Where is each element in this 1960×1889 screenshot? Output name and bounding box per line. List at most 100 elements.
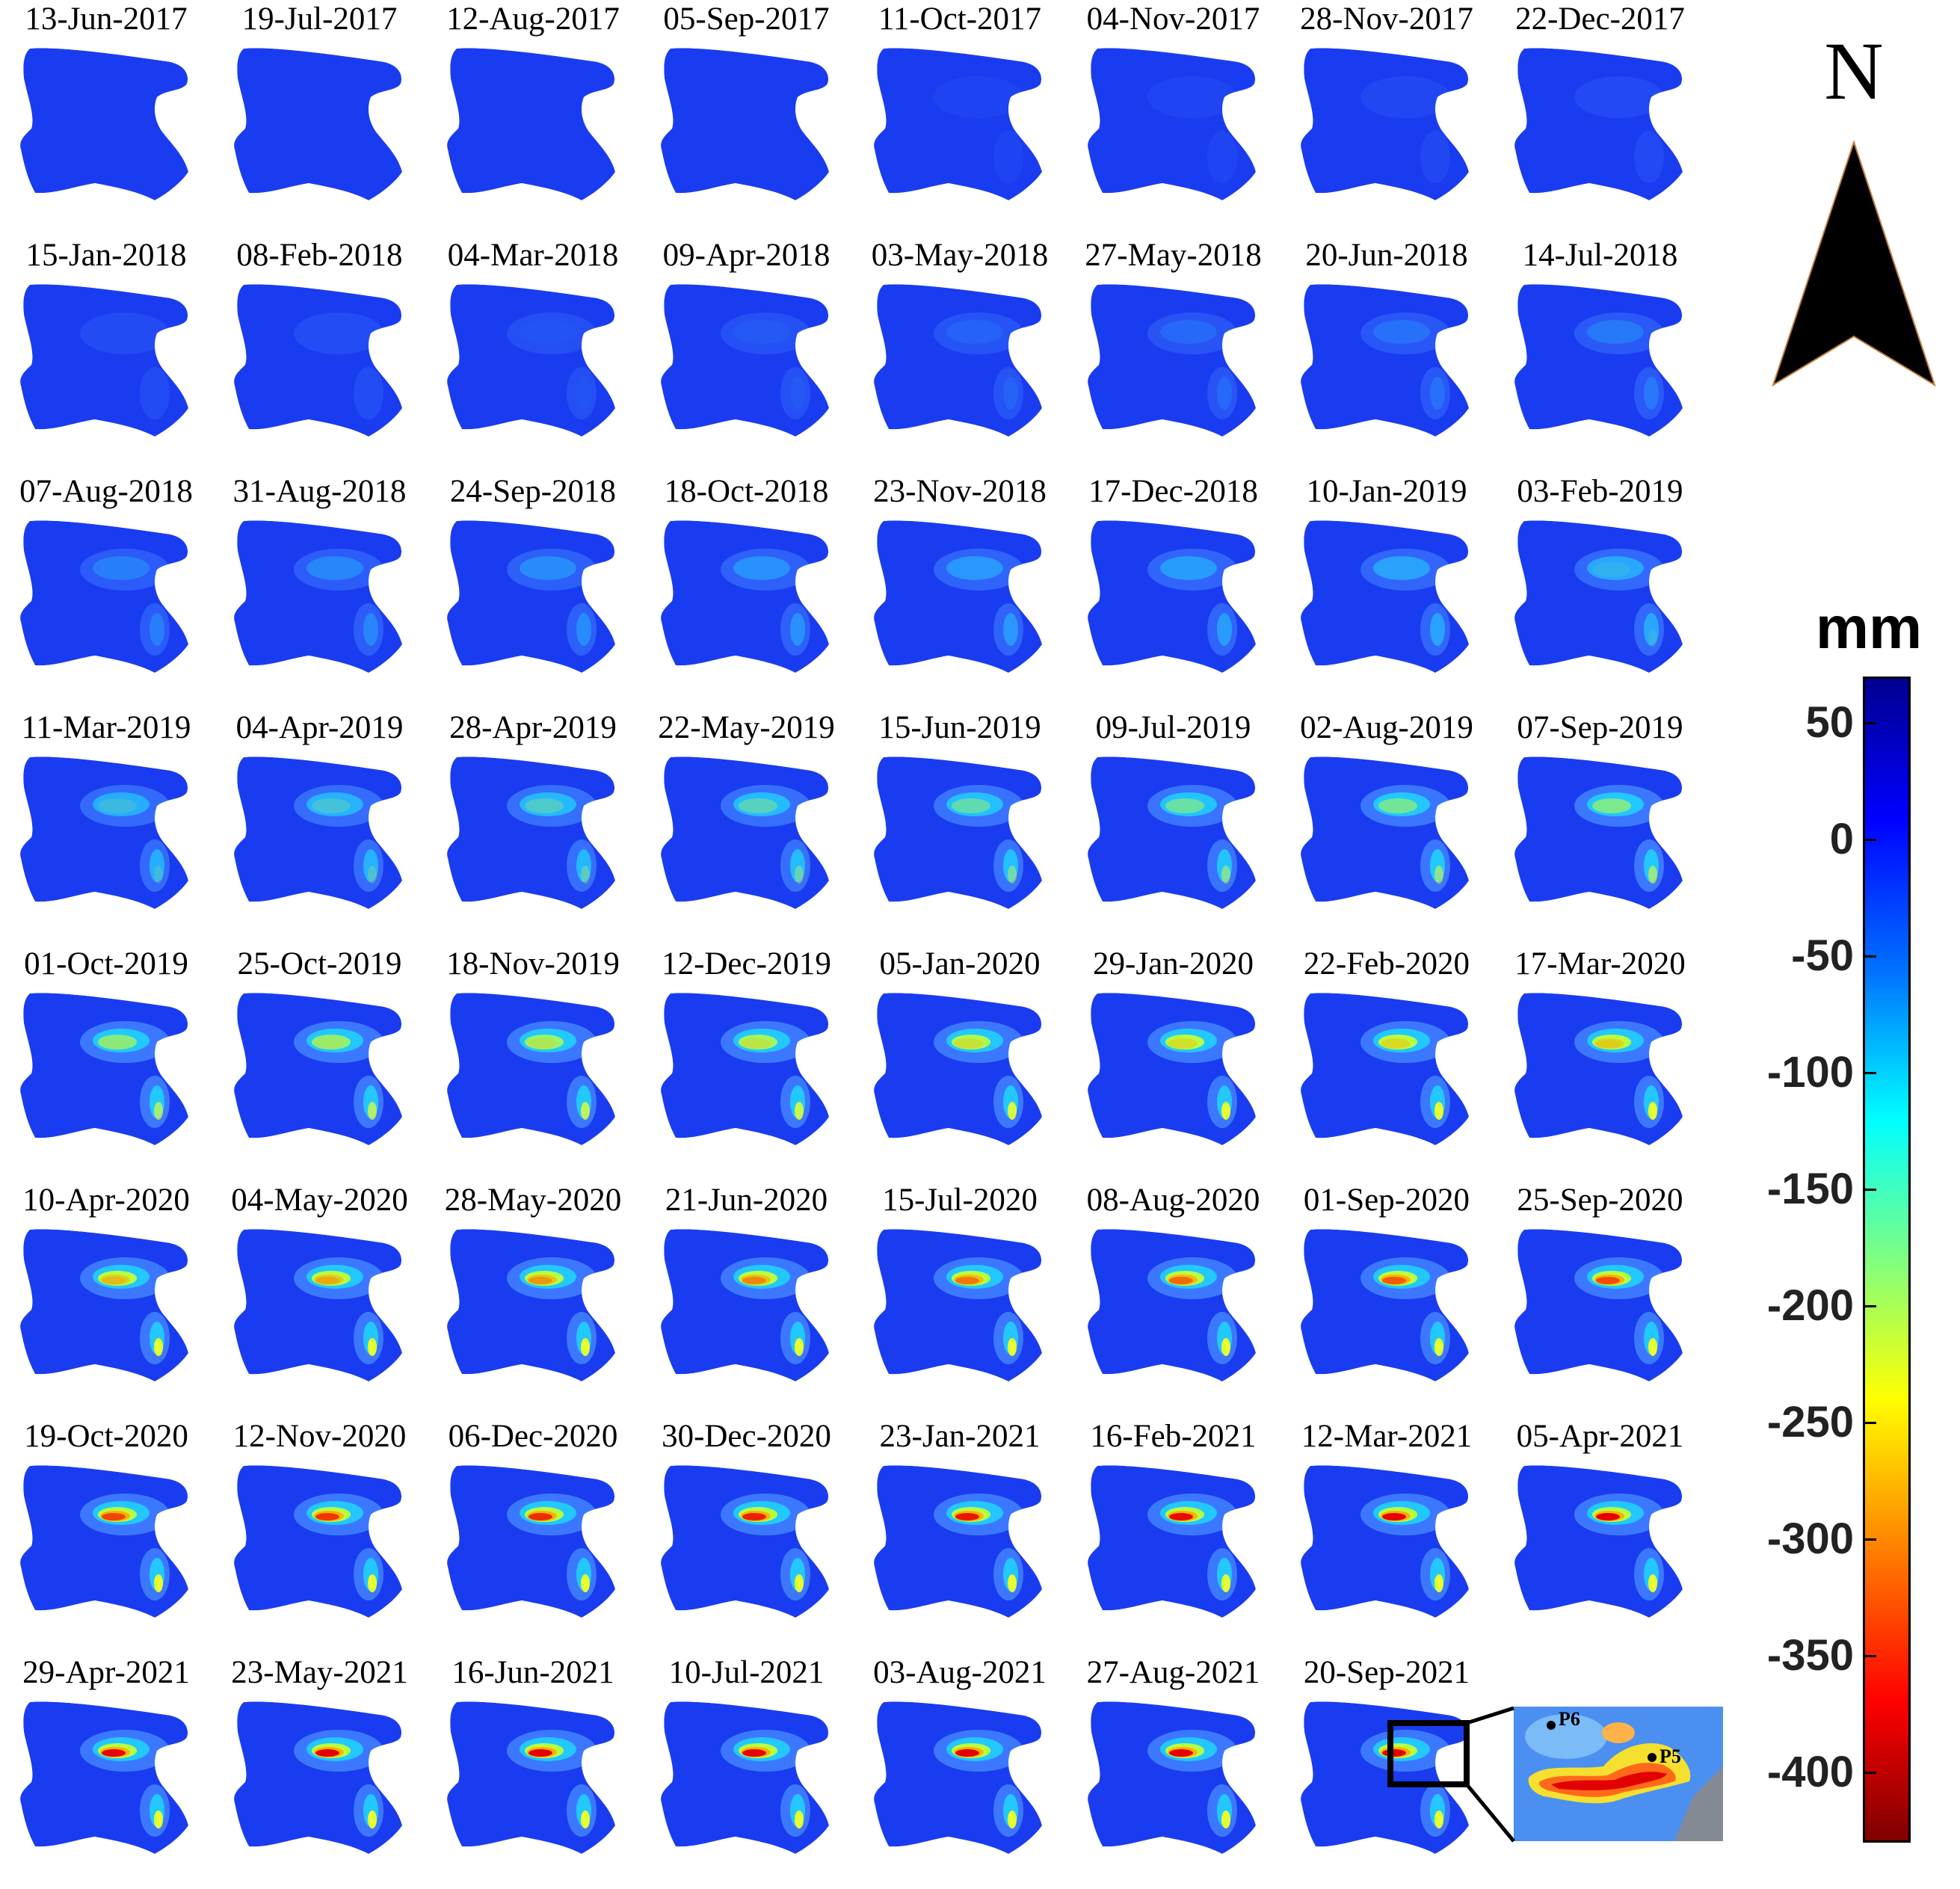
map-panel: 01-Oct-2019 xyxy=(0,945,212,1180)
map-panel: 04-Nov-2017 xyxy=(1067,0,1280,235)
deformation-map xyxy=(20,1465,188,1618)
deformation-map xyxy=(1087,520,1256,673)
map-panel: 12-Dec-2019 xyxy=(641,945,853,1180)
panel-date: 08-Feb-2018 xyxy=(236,238,403,273)
map-panel: 05-Jan-2020 xyxy=(854,945,1066,1180)
map-panel: 03-Feb-2019 xyxy=(1494,472,1707,708)
deformation-map xyxy=(1514,1229,1683,1381)
panel-date: 09-Apr-2018 xyxy=(662,238,830,273)
deformation-map xyxy=(1301,993,1469,1145)
panel-date: 12-Dec-2019 xyxy=(662,946,831,982)
deformation-map xyxy=(874,520,1042,673)
panel-date: 25-Sep-2020 xyxy=(1517,1183,1683,1218)
panel-date: 04-Mar-2018 xyxy=(447,238,619,273)
deformation-map xyxy=(233,1465,402,1618)
map-panel: 03-Aug-2021 xyxy=(854,1654,1066,1889)
map-panel: 19-Oct-2020 xyxy=(0,1417,212,1653)
colorbar-tick-label: -400 xyxy=(1766,1748,1854,1797)
map-panel: 29-Jan-2020 xyxy=(1067,945,1280,1180)
panel-date: 31-Aug-2018 xyxy=(232,474,407,509)
panel-date: 14-Jul-2018 xyxy=(1522,238,1678,273)
deformation-map xyxy=(1087,1701,1256,1854)
map-panel: 05-Sep-2017 xyxy=(641,0,853,235)
zoom-inset: P6 P5 xyxy=(1514,1707,1723,1841)
leader-line-bottom xyxy=(1465,1783,1515,1843)
deformation-map xyxy=(20,48,188,200)
map-panel: 04-Mar-2018 xyxy=(427,236,639,472)
deformation-map xyxy=(1514,48,1683,200)
deformation-map xyxy=(874,284,1042,437)
panel-date: 04-May-2020 xyxy=(231,1183,408,1218)
panel-date: 22-Feb-2020 xyxy=(1303,946,1470,982)
colorbar-tick-label: -350 xyxy=(1766,1631,1854,1680)
deformation-map xyxy=(874,1465,1042,1618)
map-panel: 09-Jul-2019 xyxy=(1067,709,1280,944)
colorbar-tick-label: -150 xyxy=(1766,1165,1854,1214)
panel-date: 16-Jun-2021 xyxy=(452,1655,614,1690)
deformation-map xyxy=(1301,1465,1469,1618)
panel-date: 10-Apr-2020 xyxy=(22,1183,190,1218)
panel-date: 03-Feb-2019 xyxy=(1517,474,1683,509)
map-panel: 01-Sep-2020 xyxy=(1281,1181,1493,1417)
panel-date: 19-Oct-2020 xyxy=(24,1419,188,1454)
deformation-map xyxy=(874,1701,1042,1854)
panel-date: 28-May-2020 xyxy=(444,1183,622,1218)
deformation-map xyxy=(1301,756,1469,909)
map-panel: 22-Feb-2020 xyxy=(1281,945,1493,1180)
panel-date: 24-Sep-2018 xyxy=(449,474,617,509)
panel-date: 10-Jan-2019 xyxy=(1306,474,1467,509)
colorbar-tick-label: -300 xyxy=(1766,1514,1854,1564)
deformation-map xyxy=(1514,520,1683,673)
map-panel: 10-Apr-2020 xyxy=(0,1181,212,1417)
map-panel: 08-Aug-2020 xyxy=(1067,1181,1280,1417)
leader-line-top xyxy=(1466,1706,1514,1725)
panel-date: 15-Jul-2020 xyxy=(882,1183,1038,1218)
panel-date: 18-Oct-2018 xyxy=(664,474,829,509)
map-panel: 31-Aug-2018 xyxy=(214,472,426,708)
deformation-map xyxy=(1087,1465,1256,1618)
panel-date: 12-Nov-2020 xyxy=(232,1419,407,1454)
panel-date: 08-Aug-2020 xyxy=(1086,1183,1260,1218)
map-panel: 09-Apr-2018 xyxy=(641,236,853,472)
panel-date: 12-Mar-2021 xyxy=(1301,1419,1473,1454)
north-arrow: N xyxy=(1764,30,1944,404)
map-panel: 24-Sep-2018 xyxy=(427,472,639,708)
deformation-map xyxy=(233,1229,402,1381)
panel-date: 27-Aug-2021 xyxy=(1086,1655,1260,1690)
panel-date: 07-Aug-2018 xyxy=(19,474,193,509)
map-panel: 06-Dec-2020 xyxy=(427,1417,639,1653)
deformation-map xyxy=(233,520,402,673)
deformation-map xyxy=(660,520,829,673)
colorbar-tick-label: -50 xyxy=(1791,931,1854,981)
map-panel: 21-Jun-2020 xyxy=(641,1181,853,1417)
map-panel: 25-Sep-2020 xyxy=(1494,1181,1707,1417)
map-panel: 16-Jun-2021 xyxy=(427,1654,639,1889)
deformation-map xyxy=(1087,993,1256,1145)
deformation-map xyxy=(20,1229,188,1381)
panel-date: 23-Nov-2018 xyxy=(873,474,1047,509)
colorbar-tick-label: 50 xyxy=(1805,698,1854,748)
colorbar-tick-mark xyxy=(1863,1538,1876,1541)
panel-date: 06-Dec-2020 xyxy=(448,1419,618,1454)
deformation-map xyxy=(447,1229,615,1381)
map-panel: 17-Mar-2020 xyxy=(1494,945,1707,1180)
point-p5-label: P5 xyxy=(1659,1745,1681,1767)
colorbar-tick-mark xyxy=(1863,722,1876,725)
panel-date: 15-Jan-2018 xyxy=(25,238,187,273)
map-panel: 05-Apr-2021 xyxy=(1494,1417,1707,1653)
deformation-map xyxy=(1514,993,1683,1145)
deformation-map xyxy=(874,48,1042,200)
map-panel: 22-May-2019 xyxy=(641,709,853,944)
deformation-map xyxy=(447,520,615,673)
map-panel: 23-Nov-2018 xyxy=(854,472,1066,708)
colorbar-unit: mm xyxy=(1815,594,1923,661)
map-panel: 07-Aug-2018 xyxy=(0,472,212,708)
panel-date: 15-Jun-2019 xyxy=(878,710,1041,745)
deformation-map xyxy=(660,993,829,1145)
map-panel: 25-Oct-2019 xyxy=(214,945,426,1180)
panel-date: 13-Jun-2017 xyxy=(25,1,188,37)
colorbar-tick-label: -250 xyxy=(1766,1398,1854,1447)
colorbar-tick-mark xyxy=(1863,1072,1876,1075)
